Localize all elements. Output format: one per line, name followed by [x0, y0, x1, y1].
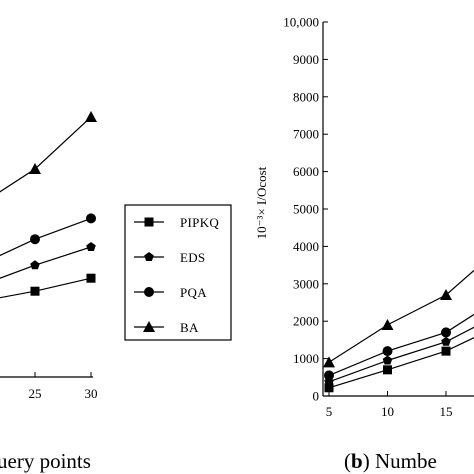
panel-b-caption-text: Numbe — [375, 449, 437, 473]
legend-marker-pipkq — [144, 217, 154, 227]
panel-b-caption-label: b — [351, 449, 363, 473]
panel-b-x-tick-label: 15 — [440, 404, 453, 419]
panel-b-x-tick-label: 5 — [326, 404, 333, 419]
panel-b-series-eds-line — [328, 326, 474, 383]
panel-b-series-pqa-point-1 — [382, 346, 393, 357]
panel-b-series-pqa-line — [328, 313, 474, 376]
panel-b-series-ba-line — [328, 269, 474, 363]
panel-a-series-group — [0, 111, 97, 299]
panel-a-series-pqa-point-2 — [86, 213, 96, 224]
panel-b-y-tick-label: 8000 — [293, 89, 319, 104]
panel-b-x-tick-label: 10 — [381, 404, 394, 419]
legend-marker-eds — [144, 252, 154, 261]
panel-b-series-ba-point-2 — [440, 289, 452, 301]
panel-b-series-pipkq-point-1 — [383, 365, 392, 375]
panel-a-series-pqa-point-1 — [30, 234, 40, 245]
legend: PIPKQ EDS PQA BA — [124, 204, 232, 341]
panel-a-x-tick-label-25: 25 — [29, 386, 42, 401]
panel-b-y-ticks: 10,000 9000 8000 7000 6000 5000 4000 3000 2000 10… — [283, 15, 328, 404]
panel-a-x-tick-label-30: 30 — [85, 386, 98, 401]
legend-marker-pqa — [144, 287, 154, 297]
panel-b-series-pqa-point-2 — [441, 327, 451, 338]
legend-label-eds: EDS — [180, 250, 205, 265]
panel-b-series-pipkq-point-2 — [441, 346, 451, 356]
legend-label-pipkq: PIPKQ — [180, 215, 219, 230]
panel-b-y-tick-label: 1000 — [293, 351, 319, 366]
legend-box — [124, 204, 232, 341]
panel-a-series-ba-point-2 — [85, 111, 97, 122]
panel-b-series-ba-point-1 — [381, 318, 394, 330]
panel-a-series-eds-point-2 — [86, 242, 96, 251]
panel-a-series-pipkq-point-1 — [30, 286, 40, 296]
panel-b-series-pipkq-point-0 — [324, 383, 334, 393]
panel-b-y-tick-label: 7000 — [293, 127, 319, 142]
legend-label-pqa: PQA — [180, 285, 207, 300]
legend-items: PIPKQ EDS PQA BA — [134, 215, 219, 335]
panel-b-y-tick-label: 9000 — [293, 52, 319, 67]
panel-b-series-eds-point-2 — [441, 336, 451, 346]
panel-b: 10,000 9000 8000 7000 6000 5000 4000 3000 2000 10… — [254, 15, 474, 473]
panel-a-series-eds-line — [0, 246, 92, 279]
panel-b-caption: (b) Numbe — [344, 449, 437, 473]
panel-a-series-ba-point-1 — [29, 163, 41, 174]
panel-b-series-pqa-point-0 — [324, 370, 334, 381]
panel-b-series-ba-point-0 — [323, 356, 335, 368]
panel-a-series-pipkq-point-2 — [86, 273, 96, 283]
panel-b-y-tick-label: 6000 — [293, 164, 319, 179]
panel-a: 25 30 uery points — [0, 111, 98, 473]
panel-a-series-ba-line — [0, 116, 92, 193]
legend-marker-ba — [143, 321, 155, 332]
panel-b-y-tick-label: 10,000 — [283, 15, 319, 30]
panel-b-y-tick-label: 3000 — [293, 276, 319, 291]
panel-b-y-tick-label: 0 — [313, 389, 320, 404]
panel-a-series-eds-point-1 — [30, 260, 40, 270]
panel-a-series-pipkq-line — [0, 277, 92, 299]
panel-b-series-pipkq-line — [328, 337, 474, 389]
panel-a-caption: uery points — [0, 449, 91, 473]
legend-label-ba: BA — [180, 320, 199, 335]
panel-b-series-group — [323, 269, 474, 393]
panel-b-y-tick-label: 2000 — [293, 314, 319, 329]
panel-b-y-tick-label: 5000 — [293, 202, 319, 217]
panel-b-y-tick-label: 4000 — [293, 239, 319, 254]
panel-a-series-pqa-line — [0, 217, 92, 257]
panel-b-y-axis-label: 10⁻³× I/Ocost — [254, 166, 269, 239]
panel-b-series-eds-point-1 — [382, 355, 393, 365]
